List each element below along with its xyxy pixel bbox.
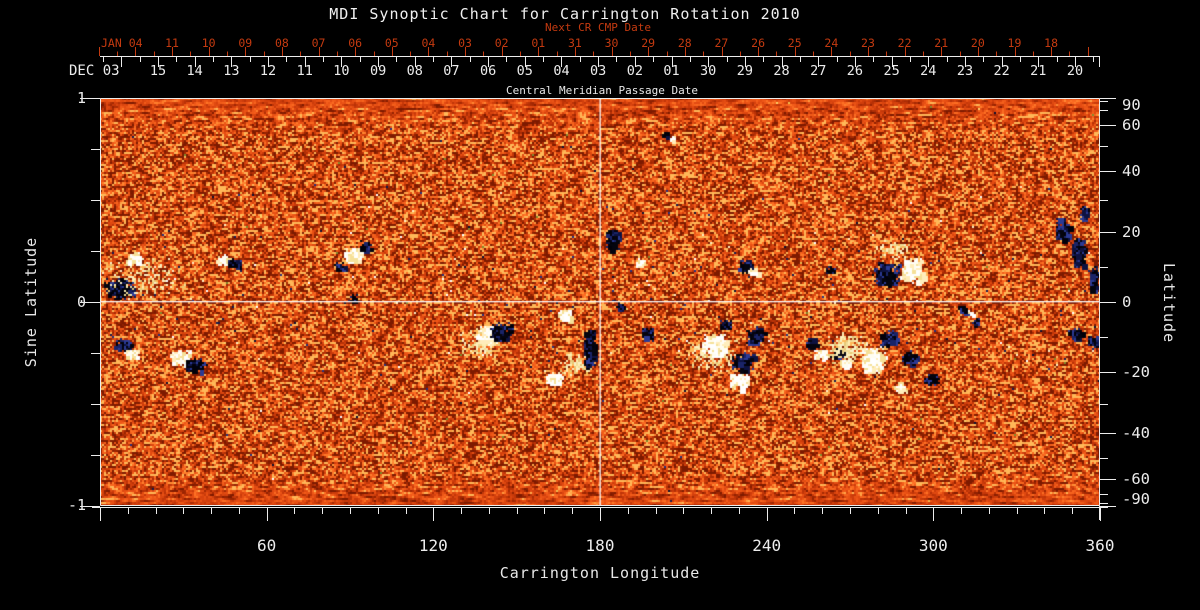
cmp-day-label: 14 bbox=[186, 63, 203, 79]
next-cr-day-label: 20 bbox=[970, 36, 985, 50]
cmp-day-label: 05 bbox=[516, 63, 533, 79]
next-cr-day-label: 19 bbox=[1007, 36, 1022, 50]
next-cr-day-label: 22 bbox=[897, 36, 912, 50]
longitude-tick-label: 60 bbox=[257, 536, 277, 555]
cmp-day-label: 07 bbox=[443, 63, 460, 79]
cmp-day-label: 22 bbox=[993, 63, 1010, 79]
longitude-tick-label: 300 bbox=[918, 536, 948, 555]
cmp-day-label: 03 bbox=[590, 63, 607, 79]
next-cr-day-label: 06 bbox=[348, 36, 363, 50]
next-cr-day-label: 09 bbox=[238, 36, 253, 50]
latitude-tick-label: -90 bbox=[1122, 490, 1150, 508]
latitude-tick-label: 0 bbox=[1122, 293, 1132, 311]
cmp-day-label: 04 bbox=[553, 63, 570, 79]
sine-latitude-tick-label: -1 bbox=[67, 496, 86, 514]
next-cr-day-label: 04 bbox=[421, 36, 436, 50]
latitude-tick-label: 20 bbox=[1122, 223, 1141, 242]
latitude-tick-label: -40 bbox=[1122, 424, 1150, 443]
cmp-day-label: 28 bbox=[773, 63, 790, 79]
cmp-day-label: 10 bbox=[333, 63, 350, 79]
cmp-day-label: 27 bbox=[810, 63, 827, 79]
next-cr-day-label: 05 bbox=[384, 36, 399, 50]
next-cr-day-label: 21 bbox=[934, 36, 949, 50]
next-cr-day-label: 29 bbox=[641, 36, 656, 50]
latitude-tick-label: -20 bbox=[1122, 362, 1150, 381]
next-cr-day-label: 03 bbox=[458, 36, 472, 50]
cmp-day-label: 02 bbox=[626, 63, 643, 79]
cmp-day-label: 11 bbox=[296, 63, 313, 79]
cmp-day-label: 29 bbox=[736, 63, 754, 79]
axis-ticks-next-cr bbox=[99, 47, 1089, 56]
longitude-tick-label: 360 bbox=[1085, 536, 1115, 555]
next-cr-day-label: 27 bbox=[714, 36, 729, 50]
cmp-day-label: 25 bbox=[883, 63, 900, 79]
next-cr-day-label: 01 bbox=[531, 36, 546, 50]
longitude-tick-label: 180 bbox=[585, 536, 615, 555]
longitude-tick-label: 120 bbox=[418, 536, 448, 555]
next-cr-day-label: 23 bbox=[861, 36, 875, 50]
y-axis-left-title: Sine Latitude bbox=[22, 236, 40, 368]
cmp-day-label: 23 bbox=[956, 63, 974, 79]
chart-title: MDI Synoptic Chart for Carrington Rotati… bbox=[329, 5, 801, 23]
central-meridian-passage-date-label: Central Meridian Passage Date bbox=[505, 84, 699, 97]
cmp-day-label: 12 bbox=[259, 63, 277, 79]
cmp-day-label: 09 bbox=[369, 63, 387, 79]
next-cr-day-label: 31 bbox=[567, 36, 582, 50]
cmp-day-label: 24 bbox=[920, 63, 937, 79]
cmp-day-label: 01 bbox=[663, 63, 680, 79]
x-axis-title: Carrington Longitude bbox=[499, 564, 701, 582]
y-axis-right-title: Latitude bbox=[1160, 262, 1178, 344]
next-cr-day-label: 30 bbox=[604, 36, 619, 50]
cmp-day-label: 30 bbox=[700, 63, 717, 79]
next-cr-day-label: 10 bbox=[201, 36, 216, 50]
next-cr-day-label: 18 bbox=[1044, 36, 1059, 50]
magnetogram-image bbox=[100, 98, 1100, 506]
sine-latitude-tick-label: 0 bbox=[76, 293, 86, 311]
longitude-tick-label: 240 bbox=[752, 536, 782, 555]
latitude-tick-label: 90 bbox=[1122, 96, 1141, 114]
next-cr-day-label: 25 bbox=[787, 36, 802, 50]
next-cr-day-label: 07 bbox=[311, 36, 326, 50]
cmp-year-label: DEC 03 bbox=[69, 63, 120, 79]
cmp-day-label: 20 bbox=[1066, 63, 1084, 79]
cmp-day-label: 15 bbox=[149, 63, 167, 79]
next-cr-day-label: 11 bbox=[165, 36, 179, 50]
cmp-day-label: 26 bbox=[846, 63, 864, 79]
next-cr-year-label: JAN 04 bbox=[101, 36, 143, 50]
cmp-day-label: 21 bbox=[1030, 63, 1047, 79]
next-cr-day-label: 24 bbox=[824, 36, 839, 50]
cmp-day-label: 13 bbox=[223, 63, 240, 79]
next-cr-day-label: 26 bbox=[751, 36, 766, 50]
next-cr-day-label: 08 bbox=[274, 36, 289, 50]
next-cr-day-label: 28 bbox=[677, 36, 692, 50]
latitude-tick-label: 40 bbox=[1122, 161, 1141, 180]
latitude-tick-label: -60 bbox=[1122, 469, 1150, 488]
next-cr-day-label: 02 bbox=[494, 36, 509, 50]
next-cr-cmp-date-label: Next CR CMP Date bbox=[545, 21, 651, 34]
cmp-day-label: 08 bbox=[406, 63, 423, 79]
latitude-tick-label: 60 bbox=[1122, 116, 1141, 135]
cmp-day-label: 06 bbox=[479, 63, 497, 79]
